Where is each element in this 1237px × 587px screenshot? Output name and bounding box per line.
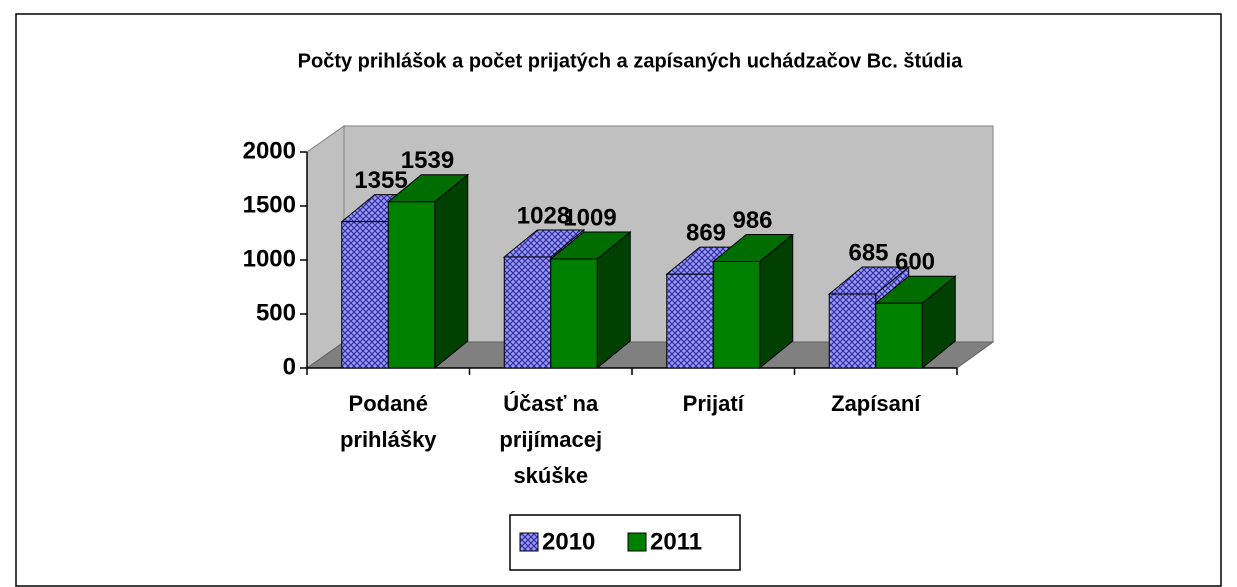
legend-swatch bbox=[519, 532, 539, 552]
bar bbox=[341, 221, 389, 369]
x-tick-label: Prijatí bbox=[683, 391, 745, 416]
y-tick-label: 1000 bbox=[243, 245, 296, 272]
y-tick-label: 0 bbox=[283, 353, 296, 380]
data-label: 1009 bbox=[563, 204, 616, 231]
chart-title: Počty prihlášok a počet prijatých a zapí… bbox=[298, 50, 964, 72]
bar bbox=[550, 258, 598, 369]
data-label: 685 bbox=[848, 239, 888, 266]
data-label: 869 bbox=[686, 219, 726, 246]
data-label: 1539 bbox=[401, 147, 454, 174]
data-label: 1028 bbox=[517, 202, 570, 229]
data-label: 1355 bbox=[354, 167, 407, 194]
legend bbox=[509, 514, 741, 571]
bar bbox=[828, 293, 877, 369]
bar bbox=[503, 256, 552, 369]
data-label: 986 bbox=[732, 207, 772, 234]
bar bbox=[875, 302, 923, 369]
bar bbox=[666, 273, 714, 369]
legend-label: 2010 bbox=[542, 528, 595, 555]
y-tick-label: 500 bbox=[256, 299, 296, 326]
bar-side bbox=[434, 173, 469, 370]
bar bbox=[712, 261, 761, 369]
data-label: 600 bbox=[895, 249, 935, 276]
x-tick-label: Účasť na prijímacej skúške bbox=[499, 391, 602, 488]
x-tick-label: Zapísaní bbox=[831, 391, 921, 416]
x-tick-label: Podané prihlášky bbox=[340, 391, 437, 452]
legend-swatch bbox=[627, 532, 647, 552]
side-wall bbox=[306, 125, 345, 369]
legend-label: 2011 bbox=[650, 528, 702, 555]
y-tick-label: 2000 bbox=[243, 137, 296, 164]
bar bbox=[387, 201, 436, 369]
y-tick-label: 1500 bbox=[243, 191, 296, 218]
